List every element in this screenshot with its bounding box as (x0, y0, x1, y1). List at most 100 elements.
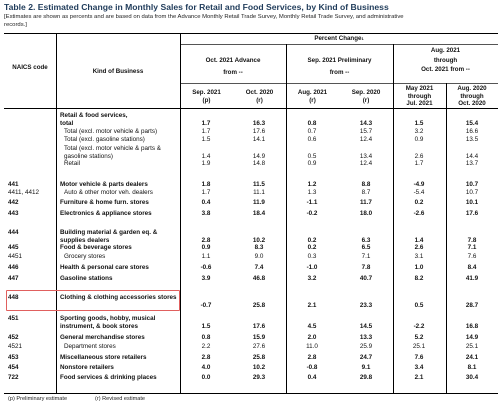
value-cell: 13.4 (359, 153, 373, 160)
value-cell: 17.6 (465, 210, 479, 217)
table-bottom-rule (4, 393, 498, 394)
kind-of-business-cell: Total (excl. motor vehicle & parts & gas… (64, 145, 161, 160)
value-cell: 4.0 (201, 364, 211, 371)
value-cell: 0.2 (307, 244, 317, 251)
group3-line2: through (433, 56, 458, 64)
value-cell: 0.2 (414, 199, 424, 206)
percent-change-header: Percent Change1 (180, 35, 498, 43)
value-cell: -0.8 (306, 364, 318, 371)
value-cell: 24.7 (359, 354, 373, 361)
value-cell: 3.9 (201, 275, 211, 282)
kind-of-business-cell: Total (excl. motor vehicle & parts) (64, 128, 158, 135)
col-header-6-line2: through (460, 92, 484, 100)
percent-change-rule (180, 44, 498, 45)
kind-of-business-cell: Department stores (64, 343, 116, 350)
value-cell: 7.1 (361, 253, 371, 260)
value-cell: 0.4 (201, 199, 211, 206)
value-cell: 11.9 (253, 199, 265, 206)
group1-from: from -- (223, 68, 243, 76)
value-cell: 28.7 (465, 302, 479, 309)
col-header-3-line2: (r) (309, 96, 316, 104)
value-cell: 5.2 (414, 334, 424, 341)
col-divider-group3 (446, 83, 447, 393)
value-cell: 12.4 (359, 160, 373, 167)
value-cell: 29.3 (252, 374, 266, 381)
value-cell: 25.1 (412, 343, 426, 350)
value-cell: 0.9 (414, 136, 424, 143)
value-cell: 16.8 (465, 323, 479, 330)
value-cell: 0.7 (307, 128, 317, 135)
col-divider-group2 (393, 44, 394, 393)
col-divider-group1 (286, 44, 287, 393)
group1-label: Oct. 2021 Advance (205, 57, 261, 64)
value-cell: 8.4 (467, 264, 477, 271)
value-cell: 7.8 (361, 264, 371, 271)
kind-of-business-cell: Clothing & clothing accessories stores (60, 294, 177, 301)
col-header-4-line1: Sep. 2020 (351, 89, 381, 96)
value-cell: 9.0 (254, 253, 264, 260)
col-header-2: Oct. 2020 (r) (233, 89, 286, 104)
value-cell: 2.8 (201, 237, 211, 244)
group3-line3: Oct. 2021 from -- (421, 66, 470, 74)
kind-of-business-cell: total (60, 120, 74, 127)
kind-of-business-cell: Food & beverage stores (60, 244, 132, 251)
col-header-5-line2: through (407, 92, 432, 100)
value-cell: 8.1 (467, 364, 477, 371)
value-cell: -0.2 (306, 210, 318, 217)
naics-code-cell: 453 (8, 354, 19, 361)
col-header-6-line3: Oct. 2020 (458, 100, 486, 108)
value-cell: -0.7 (200, 302, 212, 309)
naics-code-cell: 442 (8, 199, 19, 206)
naics-code-cell: 4411, 4412 (8, 189, 40, 196)
value-cell: 0.0 (201, 374, 211, 381)
value-cell: 11.0 (306, 343, 318, 350)
kind-of-business-cell: Nonstore retailers (60, 364, 114, 371)
value-cell: 1.9 (201, 160, 211, 167)
value-cell: 0.3 (307, 253, 317, 260)
kind-of-business-cell: Furniture & home furn. stores (60, 199, 149, 206)
value-cell: 41.9 (465, 275, 479, 282)
kind-of-business-cell: Health & personal care stores (60, 264, 149, 271)
value-cell: 14.4 (465, 153, 479, 160)
value-cell: 14.9 (252, 153, 266, 160)
col-header-6-line1: Aug. 2020 (457, 85, 487, 92)
naics-code-cell: 454 (8, 364, 19, 371)
value-cell: 2.6 (414, 244, 424, 251)
value-cell: 40.7 (359, 275, 373, 282)
value-cell: 18.0 (359, 210, 373, 217)
value-cell: 0.2 (307, 237, 317, 244)
value-cell: 15.7 (359, 128, 373, 135)
naics-code-cell: 4451 (8, 253, 23, 260)
value-cell: -2.6 (413, 210, 425, 217)
value-cell: 24.1 (465, 354, 479, 361)
value-cell: 2.2 (201, 343, 211, 350)
value-cell: 1.0 (414, 264, 424, 271)
value-cell: 12.4 (359, 136, 373, 143)
value-cell: 2.1 (414, 374, 424, 381)
value-cell: 18.4 (252, 210, 266, 217)
value-cell: -4.9 (413, 181, 425, 188)
footnote-revised: (r) Revised estimate (95, 396, 146, 402)
col-header-1-line1: Sep. 2021 (192, 89, 221, 96)
value-cell: 7.6 (467, 253, 477, 260)
value-cell: 3.8 (201, 210, 211, 217)
kind-of-business-cell: Retail & food services, (60, 112, 128, 119)
value-cell: 8.2 (414, 275, 424, 282)
kind-of-business-cell: Auto & other motor veh. dealers (64, 189, 153, 196)
value-cell: 16.6 (465, 128, 479, 135)
value-cell: -1.0 (306, 264, 318, 271)
value-cell: 1.4 (414, 237, 424, 244)
value-cell: 2.1 (307, 302, 317, 309)
group3-line1: Aug. 2021 (430, 47, 461, 54)
value-cell: 2.8 (307, 354, 317, 361)
value-cell: 7.6 (414, 354, 424, 361)
value-cell: 23.3 (359, 302, 373, 309)
col-header-2-line2: (r) (256, 96, 263, 104)
value-cell: 0.9 (201, 244, 211, 251)
value-cell: 46.8 (252, 275, 266, 282)
col-divider-kind (180, 33, 181, 393)
kind-of-business-cell: Sporting goods, hobby, musical instrumen… (60, 315, 156, 330)
col-header-5-line3: Jul. 2021 (406, 100, 433, 108)
value-cell: 14.8 (252, 160, 266, 167)
